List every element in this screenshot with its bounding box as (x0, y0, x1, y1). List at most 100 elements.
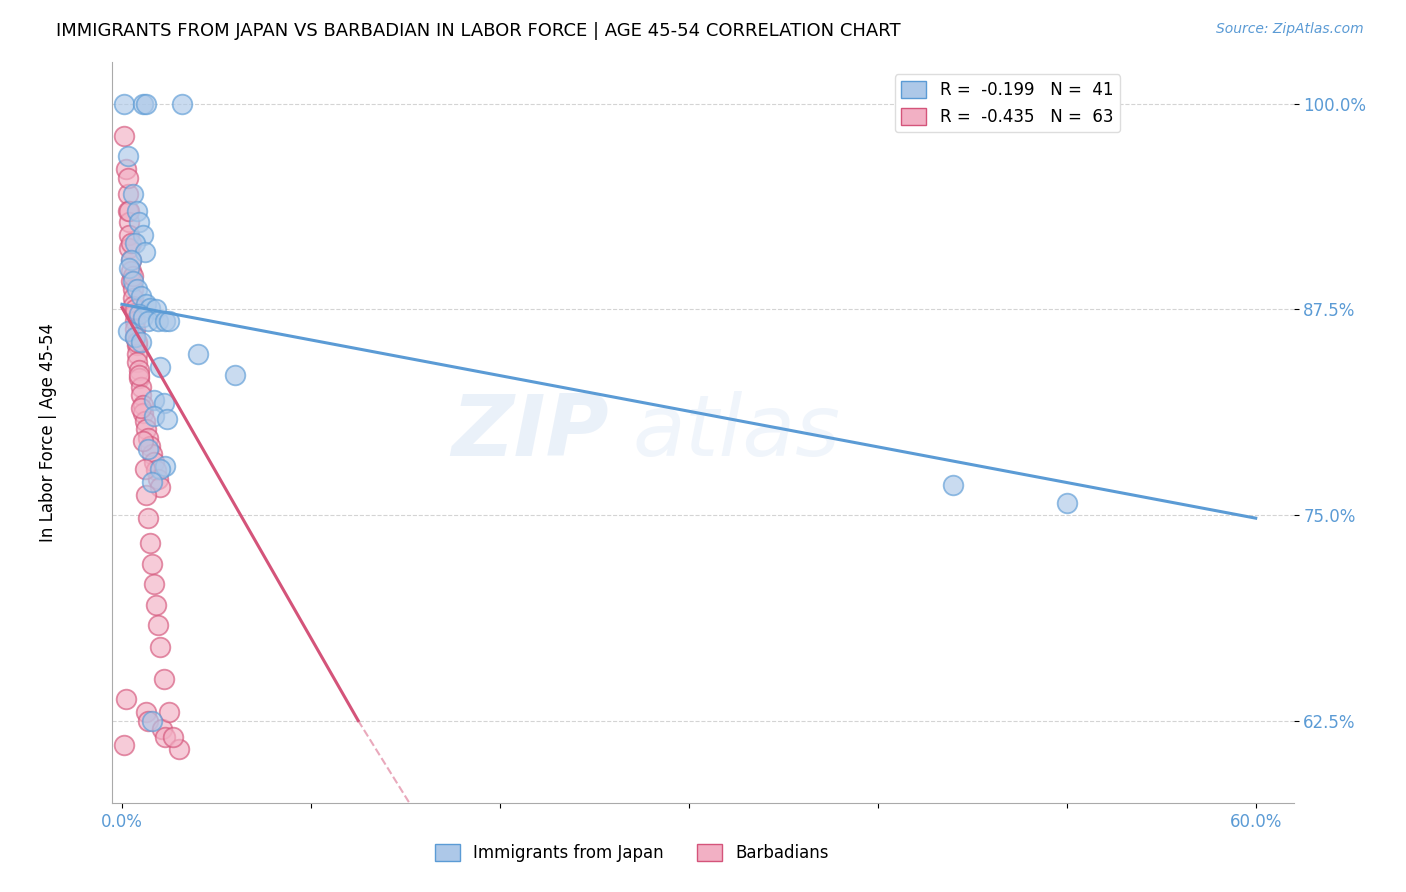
Point (141, 558, 163, 572)
Point (138, 442, 160, 456)
Point (118, 241, 141, 255)
Point (129, 289, 152, 303)
Point (124, 305, 146, 319)
Point (129, 335, 152, 350)
Point (122, 283, 145, 297)
Point (152, 673, 174, 687)
Point (124, 330, 146, 344)
Point (122, 274, 145, 288)
Point (138, 511, 160, 525)
Point (117, 203, 139, 218)
Point (125, 283, 148, 297)
Point (135, 297, 157, 311)
Point (138, 314, 160, 328)
Point (132, 434, 155, 448)
Point (112, 738, 135, 752)
Point (139, 850, 162, 864)
Point (125, 355, 148, 369)
Point (139, 301, 162, 315)
Point (135, 706, 157, 720)
Point (114, 162, 136, 177)
Point (134, 414, 156, 428)
Point (124, 236, 146, 251)
Point (135, 96, 157, 111)
Point (149, 480, 172, 494)
Point (152, 396, 174, 410)
Point (1056, 496, 1078, 510)
Point (112, 129, 135, 144)
Legend: Immigrants from Japan, Barbadians: Immigrants from Japan, Barbadians (429, 837, 835, 869)
Point (132, 228, 155, 243)
Point (132, 310, 155, 325)
Point (112, 96, 135, 111)
Point (138, 714, 160, 728)
Point (118, 228, 141, 243)
Point (128, 307, 150, 321)
Point (132, 96, 155, 111)
Point (117, 187, 139, 202)
Point (942, 478, 965, 492)
Point (118, 203, 141, 218)
Point (149, 462, 172, 476)
Point (141, 447, 163, 461)
Point (128, 363, 150, 377)
Text: In Labor Force | Age 45-54: In Labor Force | Age 45-54 (38, 323, 56, 542)
Point (120, 252, 142, 267)
Point (132, 398, 155, 412)
Point (145, 302, 167, 317)
Point (118, 215, 141, 229)
Point (139, 536, 162, 550)
Point (129, 401, 152, 415)
Point (155, 458, 177, 473)
Point (125, 338, 148, 352)
Point (145, 599, 167, 613)
Point (114, 692, 136, 706)
Point (122, 291, 145, 305)
Point (162, 730, 184, 744)
Point (124, 314, 146, 328)
Point (157, 314, 180, 328)
Point (224, 368, 246, 382)
Point (122, 269, 145, 284)
Point (138, 431, 160, 445)
Point (143, 455, 166, 469)
Point (146, 618, 169, 632)
Point (129, 388, 152, 402)
Point (117, 324, 139, 338)
Point (145, 463, 167, 477)
Point (120, 274, 142, 288)
Point (135, 422, 157, 436)
Point (124, 322, 146, 336)
Point (117, 149, 139, 163)
Point (143, 409, 166, 424)
Point (143, 392, 166, 407)
Point (129, 379, 152, 393)
Point (120, 252, 142, 267)
Point (128, 368, 150, 382)
Point (125, 203, 148, 218)
Text: IMMIGRANTS FROM JAPAN VS BARBADIAN IN LABOR FORCE | AGE 45-54 CORRELATION CHART: IMMIGRANTS FROM JAPAN VS BARBADIAN IN LA… (56, 22, 901, 40)
Point (149, 359, 172, 374)
Point (143, 577, 166, 591)
Point (117, 170, 139, 185)
Point (128, 215, 150, 229)
Point (120, 236, 142, 251)
Point (120, 264, 142, 278)
Point (157, 706, 180, 720)
Text: atlas: atlas (633, 391, 841, 475)
Point (124, 330, 146, 344)
Point (156, 412, 179, 426)
Point (150, 722, 173, 736)
Point (167, 741, 190, 756)
Point (124, 302, 146, 317)
Point (172, 96, 194, 111)
Point (149, 640, 172, 654)
Point (134, 462, 156, 476)
Point (122, 187, 145, 202)
Point (141, 714, 163, 728)
Point (122, 299, 145, 313)
Point (118, 261, 141, 276)
Point (134, 244, 156, 259)
Text: ZIP: ZIP (451, 391, 609, 475)
Point (146, 472, 169, 486)
